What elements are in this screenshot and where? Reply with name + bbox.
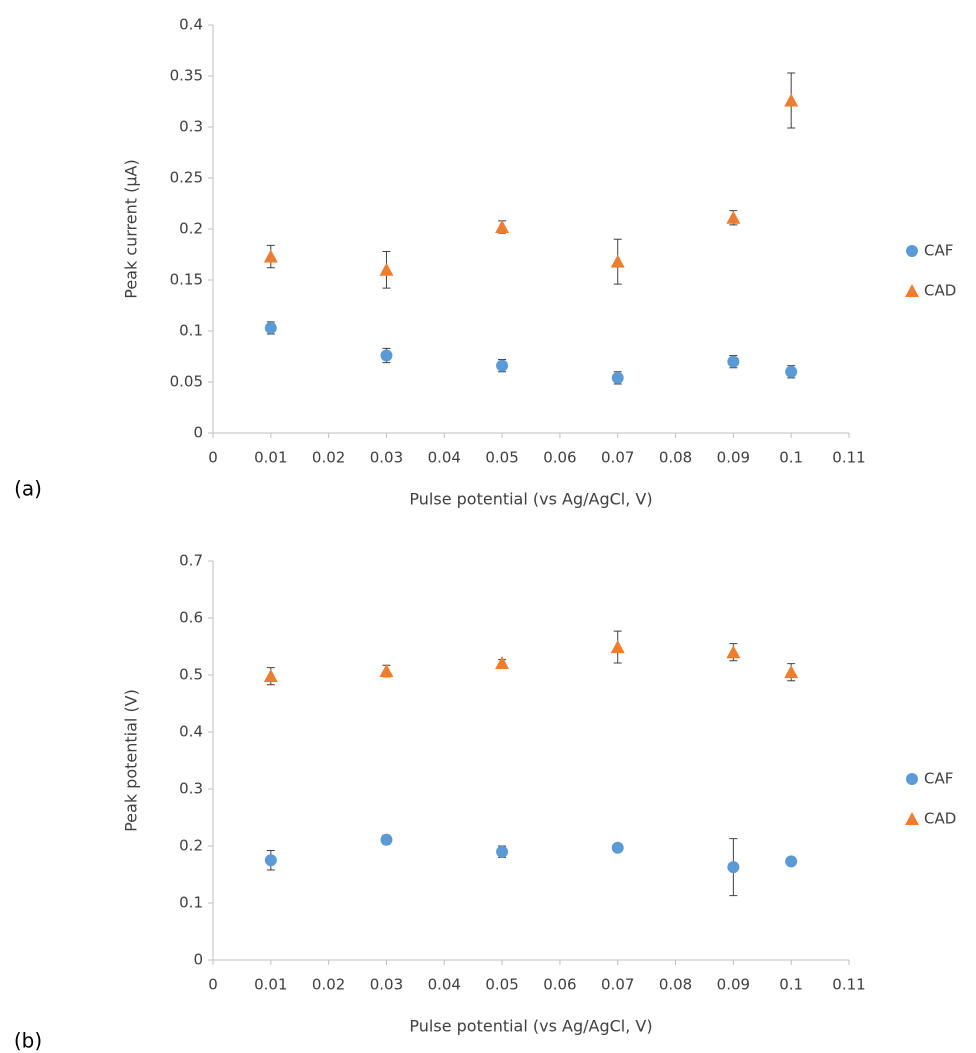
y-tick-label: 0.5 bbox=[179, 666, 203, 684]
data-point bbox=[264, 321, 277, 334]
y-tick-label: 0.2 bbox=[179, 837, 203, 855]
x-tick-label: 0.07 bbox=[601, 976, 634, 994]
y-axis-label: Peak current (μA) bbox=[122, 159, 141, 299]
legend-label: CAD bbox=[924, 810, 956, 828]
y-tick-label: 0.6 bbox=[179, 609, 203, 627]
data-point bbox=[495, 656, 510, 670]
data-point bbox=[496, 359, 509, 372]
data-point bbox=[727, 861, 740, 874]
x-axis-label: Pulse potential (vs Ag/AgCl, V) bbox=[409, 1017, 652, 1036]
y-tick-label: 0 bbox=[193, 951, 203, 969]
y-tick-label: 0.3 bbox=[179, 118, 203, 136]
y-tick-label: 0.7 bbox=[179, 552, 203, 570]
x-tick-label: 0.05 bbox=[485, 976, 518, 994]
data-point bbox=[379, 262, 394, 276]
data-point bbox=[785, 365, 798, 378]
y-tick-label: 0.15 bbox=[170, 271, 203, 289]
data-point bbox=[610, 254, 625, 268]
x-tick-label: 0.05 bbox=[485, 449, 518, 467]
x-tick-label: 0.04 bbox=[428, 976, 461, 994]
x-tick-label: 0.04 bbox=[428, 449, 461, 467]
data-point bbox=[496, 845, 509, 858]
x-tick-label: 0.06 bbox=[543, 976, 576, 994]
y-tick-label: 0.1 bbox=[179, 894, 203, 912]
y-axis-label: Peak potential (V) bbox=[122, 689, 141, 832]
x-tick-label: 0.01 bbox=[254, 449, 287, 467]
x-tick-label: 0 bbox=[208, 976, 218, 994]
x-tick-label: 0.06 bbox=[543, 449, 576, 467]
y-tick-label: 0.2 bbox=[179, 220, 203, 238]
data-point bbox=[784, 665, 799, 679]
data-point bbox=[784, 93, 799, 107]
x-tick-label: 0.01 bbox=[254, 976, 287, 994]
y-tick-label: 0.4 bbox=[179, 723, 203, 741]
y-tick-label: 0.35 bbox=[170, 67, 203, 85]
x-tick-label: 0.03 bbox=[370, 976, 403, 994]
legend-label: CAF bbox=[924, 770, 953, 788]
data-point bbox=[611, 371, 624, 384]
x-tick-label: 0.11 bbox=[832, 976, 865, 994]
x-axis-label: Pulse potential (vs Ag/AgCl, V) bbox=[409, 490, 652, 509]
panel-label: (a) bbox=[14, 477, 42, 501]
x-tick-label: 0.03 bbox=[370, 449, 403, 467]
x-tick-label: 0.1 bbox=[779, 976, 803, 994]
data-point bbox=[610, 640, 625, 654]
data-point bbox=[264, 854, 277, 867]
legend-label: CAF bbox=[924, 242, 953, 260]
data-point bbox=[495, 219, 510, 233]
y-tick-label: 0.1 bbox=[179, 322, 203, 340]
data-point bbox=[263, 249, 278, 263]
legend-label: CAD bbox=[924, 282, 956, 300]
y-tick-label: 0.3 bbox=[179, 780, 203, 798]
x-tick-label: 0.09 bbox=[717, 976, 750, 994]
data-point bbox=[726, 210, 741, 224]
y-tick-label: 0.4 bbox=[179, 16, 203, 34]
panel-label: (b) bbox=[14, 1029, 42, 1053]
data-point bbox=[263, 669, 278, 683]
x-tick-label: 0.08 bbox=[659, 449, 692, 467]
y-tick-label: 0 bbox=[193, 424, 203, 442]
data-point bbox=[611, 841, 624, 854]
data-point bbox=[726, 645, 741, 659]
data-point bbox=[379, 664, 394, 678]
x-tick-label: 0.09 bbox=[717, 449, 750, 467]
legend-marker bbox=[905, 812, 919, 825]
x-tick-label: 0 bbox=[208, 449, 218, 467]
x-tick-label: 0.1 bbox=[779, 449, 803, 467]
data-point bbox=[785, 855, 798, 868]
data-point bbox=[727, 355, 740, 368]
x-tick-label: 0.02 bbox=[312, 976, 345, 994]
y-tick-label: 0.05 bbox=[170, 373, 203, 391]
x-tick-label: 0.02 bbox=[312, 449, 345, 467]
x-tick-label: 0.11 bbox=[832, 449, 865, 467]
data-point bbox=[380, 349, 393, 362]
legend-marker bbox=[905, 284, 919, 297]
legend-marker bbox=[906, 773, 918, 785]
legend-marker bbox=[906, 245, 918, 257]
x-tick-label: 0.07 bbox=[601, 449, 634, 467]
data-point bbox=[380, 833, 393, 846]
x-tick-label: 0.08 bbox=[659, 976, 692, 994]
y-tick-label: 0.25 bbox=[170, 169, 203, 187]
